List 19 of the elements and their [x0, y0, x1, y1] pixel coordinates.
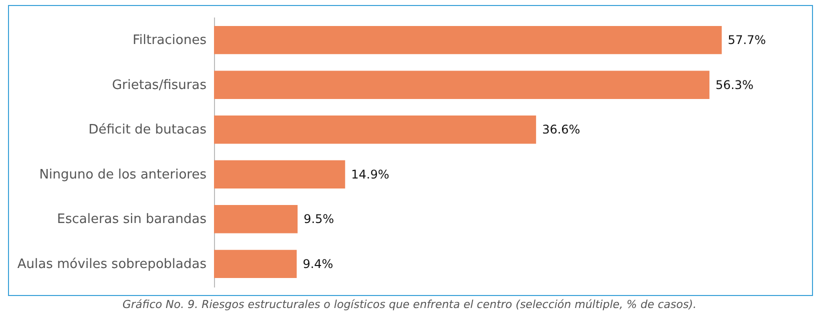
data-label: 9.4% — [302, 256, 334, 271]
bar — [214, 116, 536, 144]
bar — [214, 160, 346, 188]
y-tick-label: Déficit de butacas — [88, 122, 207, 138]
data-label: 56.3% — [715, 78, 754, 92]
y-tick-label: Escaleras sin barandas — [57, 212, 207, 228]
data-label: 36.6% — [542, 122, 580, 137]
y-tick-label: Ninguno de los anteriores — [39, 167, 207, 182]
bar — [214, 70, 710, 99]
data-label: 14.9% — [351, 167, 390, 182]
bar — [214, 205, 298, 234]
bar — [214, 26, 722, 54]
y-tick-label: Aulas móviles sobrepobladas — [17, 256, 207, 272]
text: Gráfico No. 9. Riesgos estructurales o logísticos que enfrenta el centro (selección múltiple, % de casos). — [121, 298, 698, 311]
data-label: 9.5% — [304, 212, 334, 226]
y-tick-label: Filtraciones — [132, 33, 207, 48]
bar — [214, 250, 297, 278]
data-label: 57.7% — [728, 33, 766, 48]
y-tick-label: Grietas/fisuras — [112, 78, 207, 93]
